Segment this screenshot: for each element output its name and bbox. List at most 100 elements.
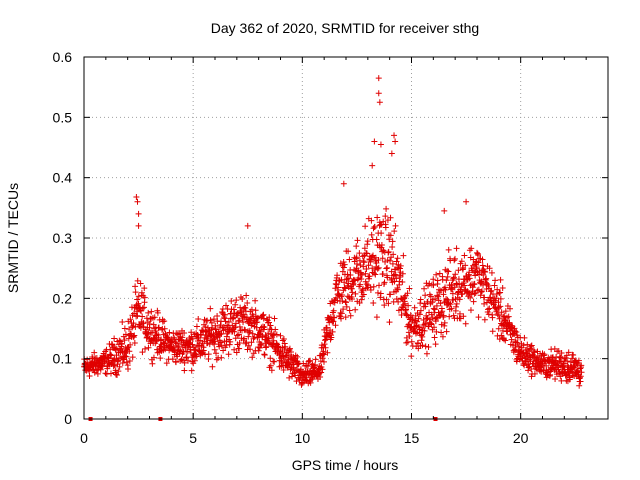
data-point <box>193 323 200 330</box>
y-tick-label: 0.2 <box>53 290 73 306</box>
data-point <box>223 302 230 309</box>
data-point <box>231 328 238 335</box>
data-point <box>433 271 440 278</box>
data-point <box>185 357 192 364</box>
data-point <box>211 346 218 353</box>
data-point <box>541 351 548 358</box>
data-point <box>358 271 365 278</box>
data-point <box>320 351 327 358</box>
data-point <box>237 309 244 316</box>
data-point <box>259 312 266 319</box>
data-point <box>349 289 356 296</box>
data-point <box>496 304 503 311</box>
data-point <box>241 335 248 342</box>
data-point <box>356 299 363 306</box>
data-point <box>430 276 437 283</box>
data-point <box>377 294 384 301</box>
x-tick-label: 5 <box>189 430 197 446</box>
data-point <box>417 307 424 314</box>
data-point <box>446 313 453 320</box>
data-point <box>137 280 144 287</box>
data-point <box>335 277 342 284</box>
data-point <box>122 331 129 338</box>
data-point <box>111 362 118 369</box>
data-point <box>103 371 110 378</box>
data-point <box>254 314 261 321</box>
data-point <box>225 319 232 326</box>
data-point <box>342 314 349 321</box>
data-point <box>123 353 130 360</box>
data-point <box>478 288 485 295</box>
data-point <box>390 251 397 258</box>
data-point <box>155 332 162 339</box>
data-point <box>444 273 451 280</box>
data-point <box>279 337 286 344</box>
data-point <box>419 342 426 349</box>
data-point <box>287 349 294 356</box>
data-point <box>239 295 246 302</box>
data-point <box>461 282 468 289</box>
data-point <box>370 283 377 290</box>
data-point <box>370 225 377 232</box>
data-point <box>203 328 210 335</box>
data-point <box>429 299 436 306</box>
data-point <box>485 306 492 313</box>
data-point <box>366 273 373 280</box>
data-point <box>112 346 119 353</box>
data-point <box>134 277 141 284</box>
data-point <box>340 180 347 187</box>
data-point <box>260 315 267 322</box>
data-point <box>530 352 537 359</box>
data-point <box>348 285 355 292</box>
data-point <box>399 279 406 286</box>
data-point <box>485 311 492 318</box>
data-point <box>462 262 469 269</box>
data-point <box>172 339 179 346</box>
data-point <box>508 322 515 329</box>
data-point <box>433 328 440 335</box>
data-point <box>317 374 324 381</box>
data-point <box>330 307 337 314</box>
data-point <box>399 270 406 277</box>
data-point <box>389 238 396 245</box>
data-point <box>477 279 484 286</box>
data-point <box>373 236 380 243</box>
data-point <box>479 256 486 263</box>
data-point <box>374 214 381 221</box>
data-point <box>396 265 403 272</box>
data-point <box>217 339 224 346</box>
data-point <box>458 258 465 265</box>
data-point <box>482 269 489 276</box>
data-point <box>453 303 460 310</box>
data-point <box>243 292 250 299</box>
data-point <box>564 362 571 369</box>
data-point <box>450 274 457 281</box>
y-tick-label: 0.1 <box>53 351 73 367</box>
data-point <box>552 375 559 382</box>
data-point <box>570 352 577 359</box>
data-point <box>386 319 393 326</box>
data-point <box>368 231 375 238</box>
data-point <box>565 349 572 356</box>
data-point <box>213 350 220 357</box>
data-point <box>91 349 98 356</box>
data-point <box>257 341 264 348</box>
chart-title: Day 362 of 2020, SRMTID for receiver sth… <box>211 20 479 36</box>
data-point <box>497 289 504 296</box>
data-point <box>349 295 356 302</box>
data-point <box>400 302 407 309</box>
data-point <box>450 312 457 319</box>
data-point <box>430 282 437 289</box>
data-point <box>242 327 249 334</box>
y-axis-label: SRMTID / TECUs <box>5 183 21 293</box>
data-point <box>456 310 463 317</box>
data-point <box>363 281 370 288</box>
data-point <box>343 303 350 310</box>
data-point <box>139 349 146 356</box>
data-point <box>312 361 319 368</box>
data-point <box>470 298 477 305</box>
data-point <box>121 337 128 344</box>
data-point <box>133 193 140 200</box>
data-point <box>179 334 186 341</box>
data-point <box>356 250 363 257</box>
